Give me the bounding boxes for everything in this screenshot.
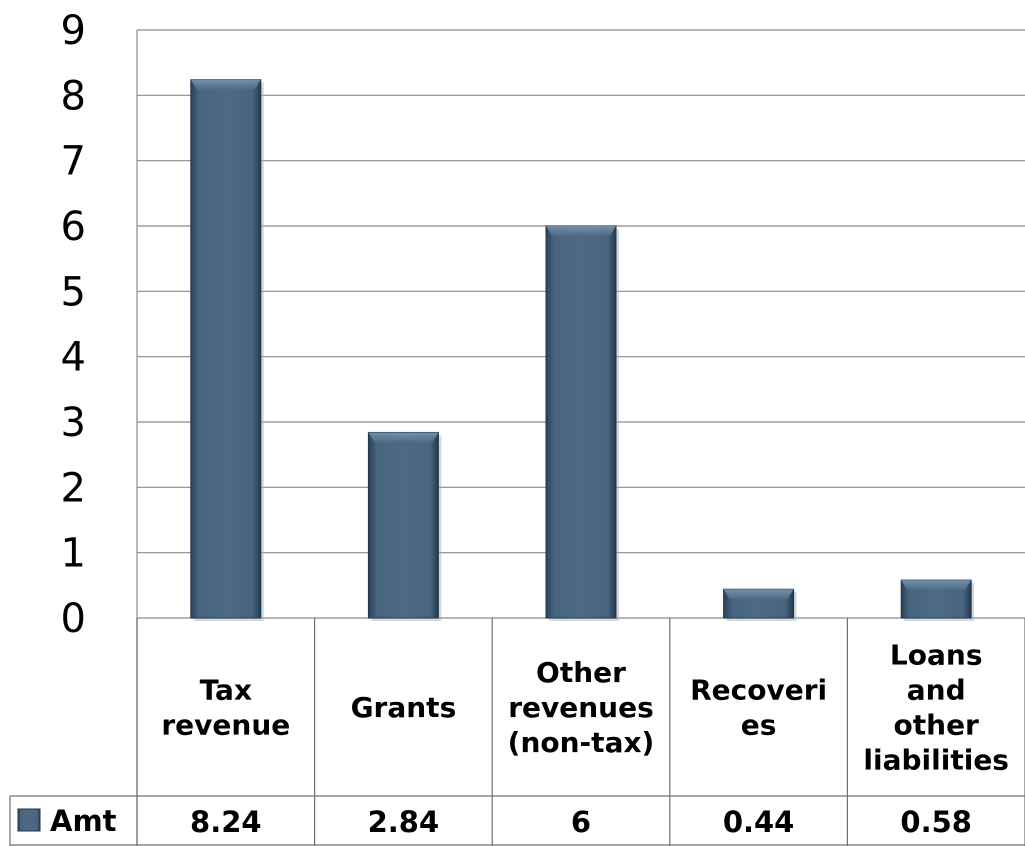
- x-tick-label: Grants: [351, 691, 457, 724]
- x-tick-label: Loans and other liabilities: [863, 639, 1009, 777]
- data-table-value: 2.84: [368, 805, 440, 839]
- legend-swatch: [17, 808, 41, 832]
- y-tick-label: 3: [61, 400, 86, 446]
- y-tick-label: 8: [61, 73, 86, 119]
- y-tick-label: 4: [61, 335, 86, 381]
- y-tick-label: 0: [61, 596, 86, 642]
- y-tick-label: 2: [61, 465, 86, 511]
- y-tick-label: 6: [61, 204, 86, 250]
- y-tick-label: 9: [61, 8, 86, 54]
- x-tick-label: Tax revenue: [161, 674, 290, 742]
- y-axis-tick-labels: 0 1 2 3 4 5 6 7 8 9: [61, 8, 86, 642]
- data-table-value: 0.44: [723, 805, 795, 839]
- bar: [367, 431, 442, 621]
- y-tick-label: 1: [61, 531, 86, 577]
- bar: [190, 79, 264, 622]
- bar: [900, 579, 975, 621]
- x-tick-label: Other revenues (non-tax): [508, 656, 655, 759]
- y-tick-label: 5: [61, 269, 86, 315]
- data-table-value: 0.58: [900, 805, 972, 839]
- bars: [190, 79, 975, 622]
- bar: [545, 225, 619, 621]
- y-tick-label: 7: [61, 139, 86, 185]
- data-table-value: 8.24: [190, 805, 262, 839]
- bar: [723, 588, 797, 621]
- legend-label: Amt: [50, 804, 117, 838]
- data-table-value: 6: [571, 805, 591, 839]
- data-table: Tax revenue Grants Other revenues (non-tax) Re…: [9, 618, 1025, 846]
- x-tick-label: Recoveri es: [690, 674, 827, 742]
